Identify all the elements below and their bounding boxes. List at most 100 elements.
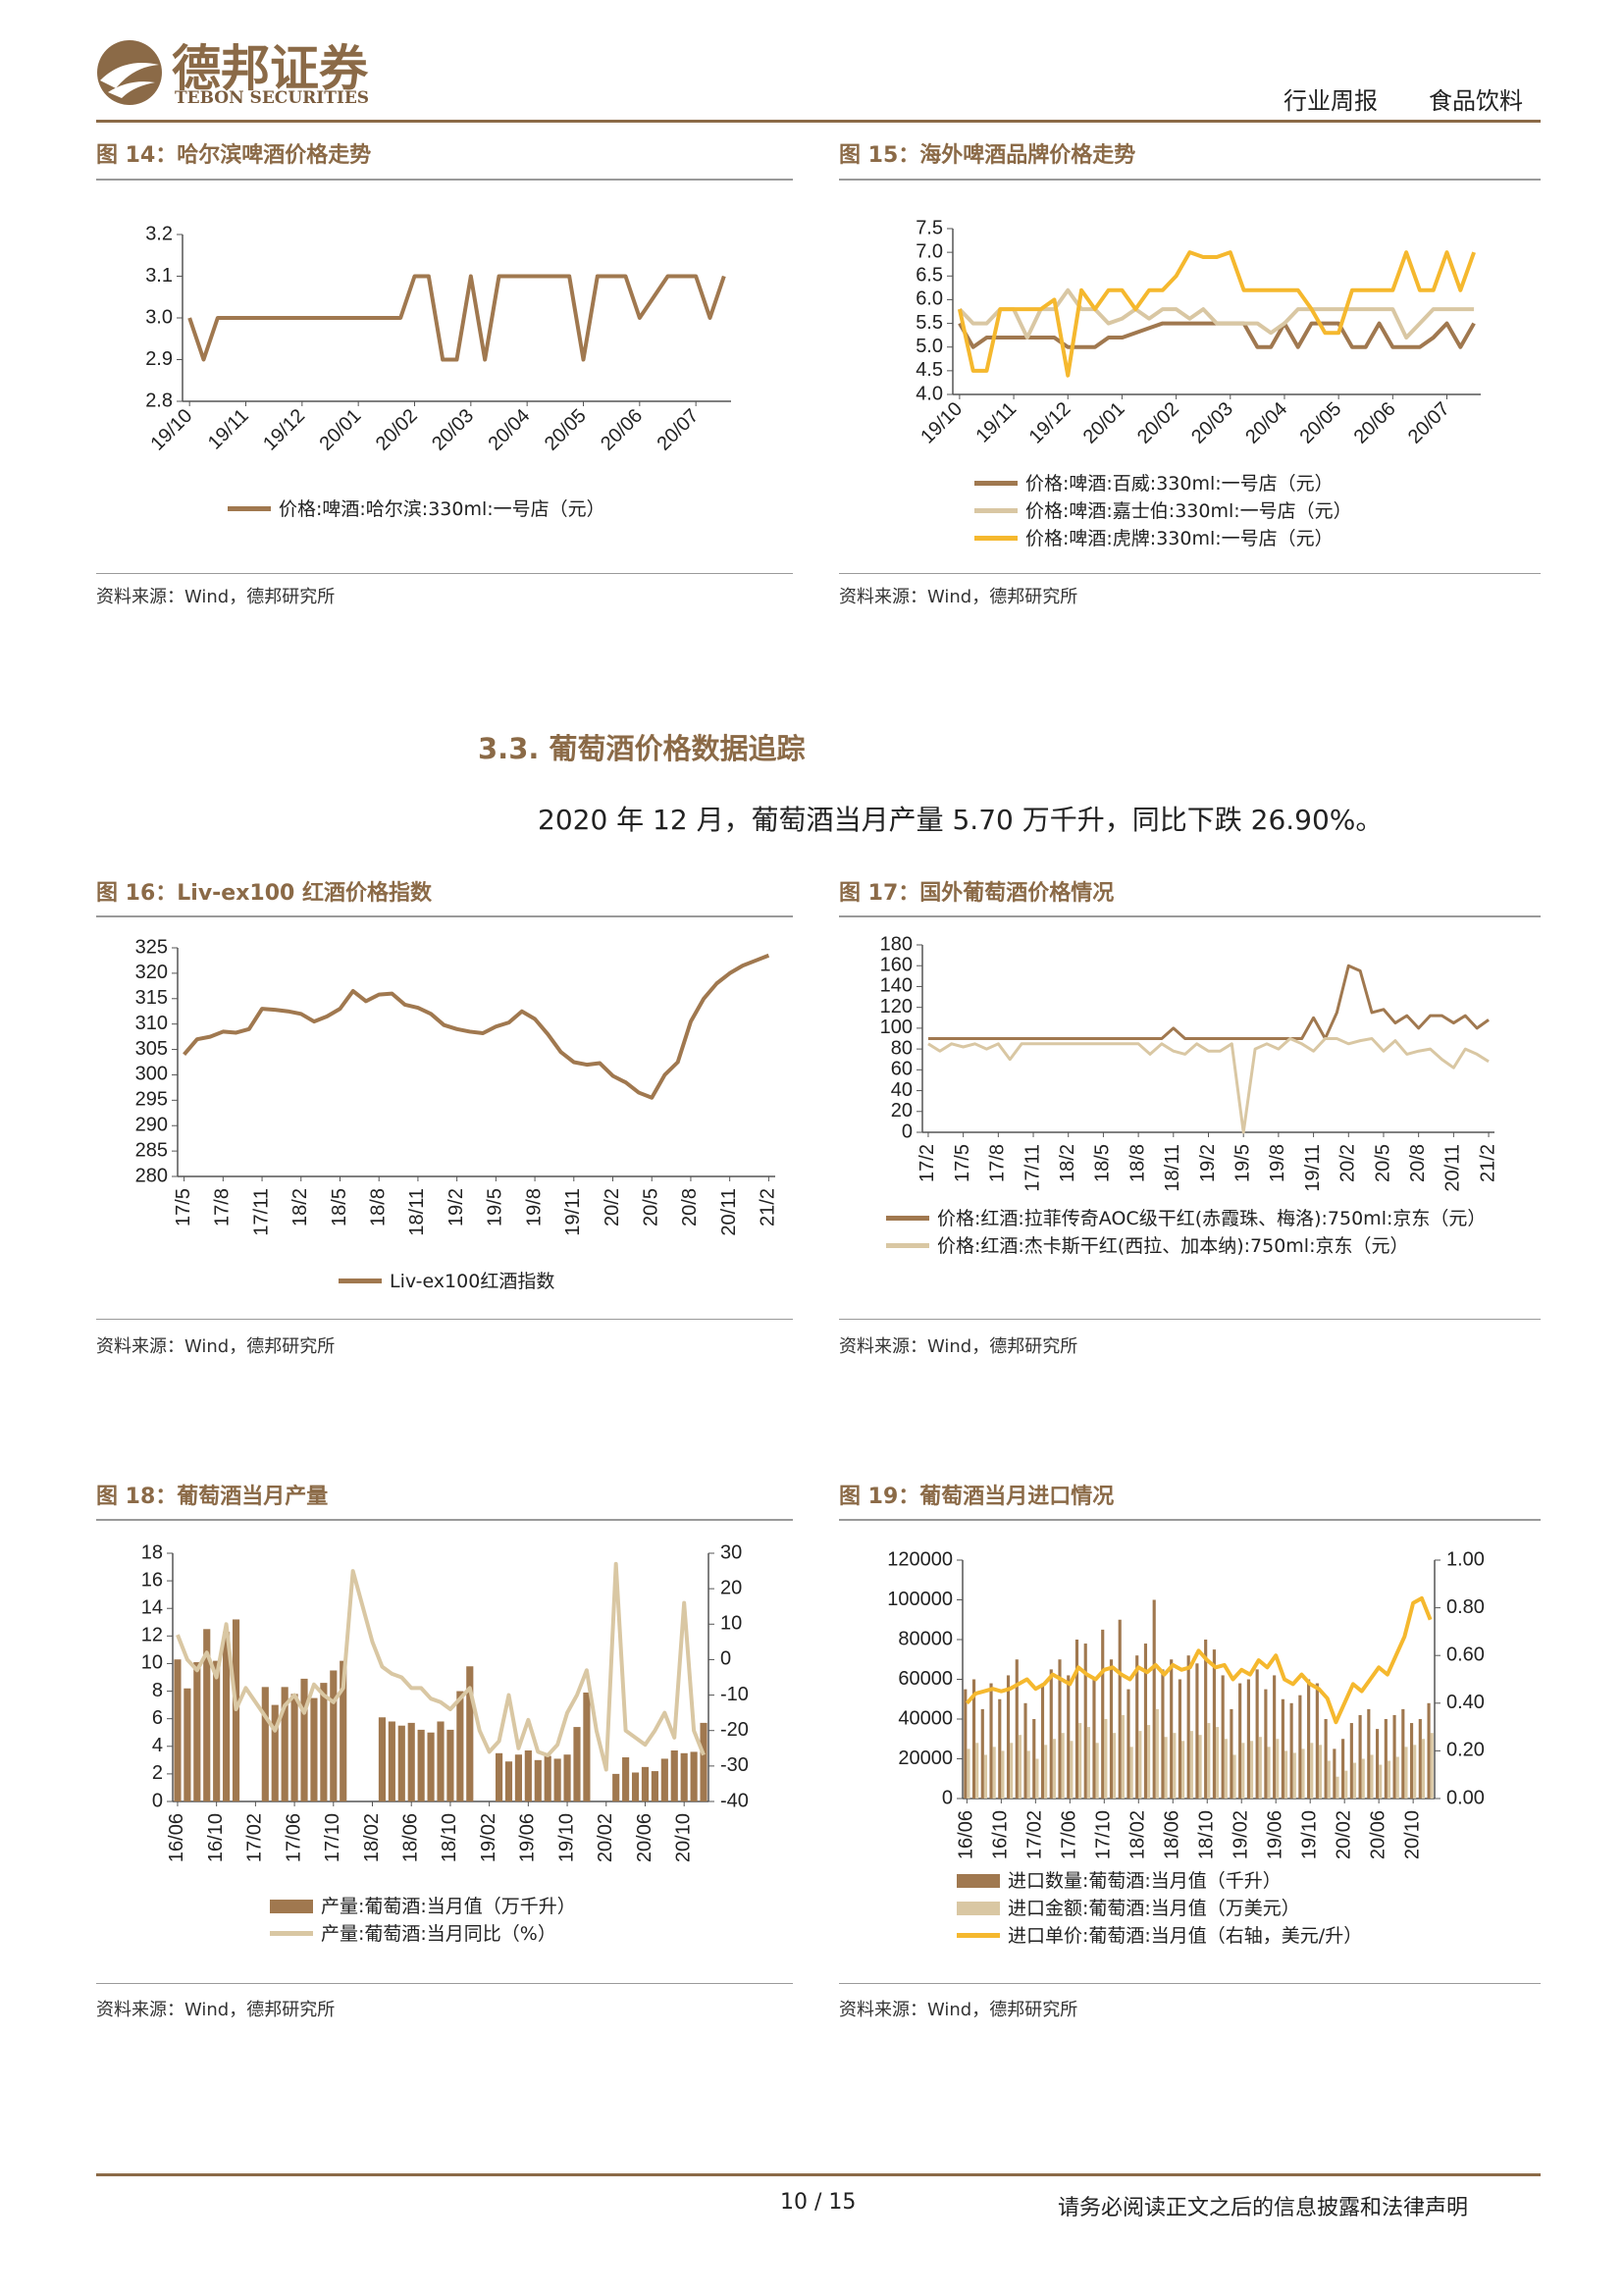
bar [456, 1691, 464, 1801]
bar [1221, 1675, 1225, 1799]
figure-source: 资料来源：Wind，德邦研究所 [96, 2000, 336, 2020]
x-tick-label: 17/10 [322, 1813, 343, 1862]
x-tick-label: 21/2 [1477, 1144, 1498, 1182]
bar [1204, 1640, 1208, 1799]
y-tick-label: 6 [152, 1707, 163, 1729]
x-tick-label: 20/5 [641, 1188, 662, 1226]
legend-label: 价格:啤酒:哈尔滨:330ml:一号店（元） [279, 498, 605, 520]
bar [1109, 1659, 1114, 1799]
x-tick-label: 18/8 [1126, 1144, 1148, 1182]
line-series [927, 1037, 1490, 1134]
legend: 产量:葡萄酒:当月值（万千升） 产量:葡萄酒:当月同比（%） [270, 1894, 760, 1949]
brand-en: TEBON SECURITIES [175, 88, 370, 108]
title-rule [96, 179, 793, 181]
x-tick-label: 18/5 [1092, 1144, 1114, 1182]
y-tick-label: 5.0 [916, 336, 943, 357]
y-tick-label: 305 [135, 1038, 168, 1060]
bar [1095, 1743, 1099, 1799]
y-tick-label: 2.9 [145, 348, 173, 370]
y-tick-label: 0 [942, 1787, 953, 1808]
x-tick-label: 20/02 [1133, 398, 1183, 448]
bar [1413, 1745, 1417, 1799]
bar [1349, 1723, 1353, 1799]
legend-swatch [974, 536, 1018, 541]
figure-source: 资料来源：Wind，德邦研究所 [96, 587, 336, 607]
bar [1104, 1719, 1108, 1799]
x-tick-label: 20/06 [634, 1813, 655, 1862]
y-tick-label: 315 [135, 987, 168, 1009]
x-tick-label: 16/06 [166, 1813, 187, 1862]
bar [1161, 1669, 1165, 1799]
bar [1292, 1752, 1296, 1799]
x-tick-label: 19/02 [1231, 1810, 1252, 1859]
bar [524, 1749, 532, 1801]
figure-source: 资料来源：Wind，德邦研究所 [839, 1336, 1078, 1357]
bar [466, 1666, 474, 1801]
bar [1387, 1760, 1391, 1799]
figure-title: 图 16：Liv-ex100 红酒价格指数 [96, 881, 432, 906]
x-tick-label: 18/2 [289, 1188, 311, 1226]
bar [1078, 1723, 1082, 1799]
x-tick-label: 18/5 [329, 1188, 350, 1226]
y-tick-label: 0 [902, 1121, 913, 1142]
x-tick-label: 20/8 [1407, 1144, 1429, 1182]
bar [281, 1687, 288, 1801]
x-tick-label: 20/07 [653, 405, 703, 455]
figure-title: 图 15：海外啤酒品牌价格走势 [839, 143, 1136, 168]
source-rule [96, 573, 793, 574]
x-tick-label: 20/2 [1337, 1144, 1359, 1182]
bar [998, 1698, 1002, 1799]
bar [223, 1632, 231, 1801]
y-tick-label: 180 [880, 933, 913, 955]
x-tick-label: 16/06 [956, 1810, 977, 1859]
bar [1318, 1745, 1323, 1799]
bar [1395, 1756, 1399, 1799]
bar [983, 1754, 988, 1799]
x-tick-label: 17/06 [1059, 1810, 1080, 1859]
x-tick-label: 19/10 [146, 405, 196, 455]
bar [1170, 1659, 1174, 1799]
legend: 进口数量:葡萄酒:当月值（千升） 进口金额:葡萄酒:当月值（万美元） 进口单价:葡萄… [957, 1868, 1506, 1951]
x-tick-label: 19/11 [971, 398, 1021, 447]
bar [1361, 1758, 1365, 1799]
bar [1061, 1733, 1065, 1799]
legend-label: 价格:啤酒:虎牌:330ml:一号店（元） [1025, 528, 1334, 549]
bar [1392, 1714, 1396, 1799]
x-tick-label: 20/2 [602, 1188, 623, 1226]
y-tick-label: 20000 [898, 1748, 953, 1769]
section-text: 2020 年 12 月，葡萄酒当月产量 5.70 万千升，同比下跌 26.90%… [538, 804, 1384, 836]
bar [1092, 1679, 1096, 1799]
bar [310, 1697, 318, 1801]
y-tick-label: 280 [135, 1165, 168, 1186]
figure-title: 图 14：哈尔滨啤酒价格走势 [96, 143, 372, 168]
y-tick-label: 40000 [898, 1707, 953, 1729]
y-tick-label: 14 [141, 1597, 163, 1619]
x-tick-label: 20/11 [718, 1188, 740, 1236]
y-tick-label: 300 [135, 1064, 168, 1085]
bar [1358, 1714, 1362, 1799]
bar [1430, 1733, 1434, 1799]
x-tick-label: 18/2 [1057, 1144, 1078, 1182]
header-rule [96, 120, 1541, 123]
y-tick-label: 120 [880, 996, 913, 1018]
y-tick-label: 140 [880, 975, 913, 997]
bar [1032, 1719, 1036, 1799]
bar [495, 1752, 503, 1801]
x-tick-label: 19/06 [517, 1813, 539, 1862]
x-tick-label: 20/06 [597, 405, 647, 455]
legend-swatch [339, 1278, 382, 1283]
figure-source: 资料来源：Wind，德邦研究所 [96, 1336, 336, 1357]
legend: 价格:啤酒:哈尔滨:330ml:一号店（元） [228, 496, 777, 524]
source-rule [839, 573, 1541, 574]
bar [320, 1683, 328, 1801]
y-tick-label: 80000 [898, 1628, 953, 1649]
x-tick-label: 17/8 [212, 1188, 234, 1226]
bar [1086, 1727, 1090, 1799]
bar [1255, 1669, 1259, 1799]
bar [1074, 1640, 1079, 1799]
bar [1370, 1754, 1374, 1799]
x-tick-label: 19/12 [259, 405, 309, 455]
x-tick-label: 19/11 [204, 405, 253, 454]
y2-tick-label: 0.60 [1446, 1644, 1485, 1665]
